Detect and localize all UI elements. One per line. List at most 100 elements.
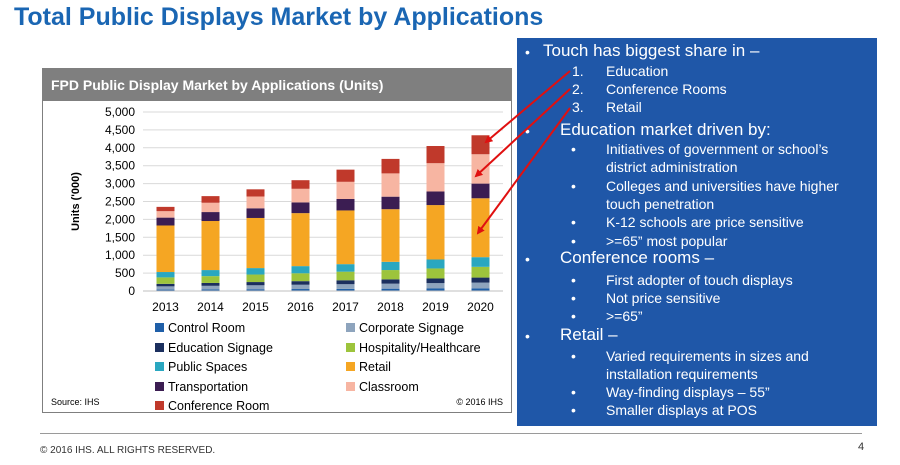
bar-segment	[246, 189, 265, 197]
bar-segment	[426, 163, 445, 192]
bar-segment	[426, 278, 445, 284]
bar-segment	[291, 289, 310, 291]
bar-segment	[426, 268, 445, 279]
bar-segment	[201, 282, 220, 286]
page-number: 4	[858, 441, 865, 453]
bar-segment	[336, 280, 355, 285]
y-tick-label: 5,000	[105, 105, 135, 119]
bar-segment	[246, 208, 265, 218]
education-heading: Education market driven by:	[560, 120, 771, 139]
touch-heading: Touch has biggest share in –	[543, 41, 760, 60]
bar-segment	[336, 264, 355, 272]
bar-segment	[381, 279, 400, 284]
education-item: K-12 schools are price sensitive	[606, 214, 804, 230]
bar-segment	[471, 266, 490, 278]
retail-item: installation requirements	[606, 366, 758, 382]
bullet: •	[571, 178, 576, 194]
bar-segment	[156, 272, 175, 278]
bar-segment	[246, 217, 265, 269]
y-tick-label: 1,500	[105, 230, 135, 244]
legend-item: Public Spaces	[155, 360, 247, 374]
legend-item: Corporate Signage	[346, 321, 464, 335]
x-tick-label: 2016	[287, 300, 314, 314]
y-tick-label: 500	[115, 266, 135, 280]
bar-segment	[291, 202, 310, 214]
footer-copyright: © 2016 IHS. ALL RIGHTS RESERVED.	[40, 445, 216, 456]
bar-segment	[336, 210, 355, 265]
bar-segment	[426, 283, 445, 289]
bar-segment	[336, 271, 355, 281]
bullet: •	[525, 123, 530, 139]
bar-segment	[426, 146, 445, 164]
retail-item: Smaller displays at POS	[606, 402, 757, 418]
bar-segment	[381, 158, 400, 174]
bullet: •	[571, 290, 576, 306]
bar-segment	[201, 270, 220, 277]
page-title: Total Public Displays Market by Applicat…	[14, 3, 544, 31]
chart-source: Source: IHS	[51, 397, 100, 407]
touch-item-conference: Conference Rooms	[606, 81, 727, 97]
bar-segment	[201, 285, 220, 290]
y-tick-label: 1,000	[105, 248, 135, 262]
bar-segment	[381, 173, 400, 197]
x-tick-label: 2019	[422, 300, 449, 314]
bar-segment	[471, 135, 490, 155]
bar-segment	[471, 288, 490, 291]
y-tick-label: 3,000	[105, 177, 135, 191]
education-item: >=65” most popular	[606, 233, 728, 249]
x-tick-label: 2013	[152, 300, 179, 314]
conference-item: >=65”	[606, 308, 643, 324]
bar-segment	[291, 213, 310, 267]
bar-segment	[381, 288, 400, 291]
bar-segment	[246, 289, 265, 291]
bullet: •	[525, 328, 530, 344]
bullet: •	[571, 384, 576, 400]
legend-swatch	[155, 381, 164, 391]
bar-segment	[246, 196, 265, 209]
bar-segment	[471, 282, 490, 289]
retail-heading: Retail –	[560, 325, 618, 344]
bar-segment	[426, 288, 445, 291]
bar-segment	[246, 274, 265, 283]
legend-item: Conference Room	[155, 399, 269, 413]
y-tick-label: 2,000	[105, 212, 135, 226]
bar-segment	[471, 154, 490, 184]
bar-segment	[156, 217, 175, 226]
footer-divider	[40, 433, 862, 434]
legend-swatch	[155, 401, 164, 410]
legend-item: Retail	[346, 360, 391, 374]
bar-segment	[156, 277, 175, 284]
bar-segment	[156, 283, 175, 287]
legend-item: Hospitality/Healthcare	[346, 341, 481, 355]
touch-item-num: 2.	[572, 81, 584, 97]
education-item: Initiatives of government or school’s	[606, 141, 829, 157]
legend-swatch	[346, 362, 355, 371]
bar-segment	[201, 212, 220, 222]
y-tick-label: 4,000	[105, 141, 135, 155]
bar-segment	[246, 285, 265, 290]
education-item: district administration	[606, 159, 738, 175]
y-axis-label: Units ('000)	[70, 172, 82, 231]
legend-label: Conference Room	[168, 399, 270, 413]
bullet: •	[571, 402, 576, 418]
bar-segment	[381, 270, 400, 280]
legend-label: Control Room	[168, 321, 246, 335]
x-tick-label: 2014	[197, 300, 224, 314]
legend-label: Transportation	[168, 379, 249, 394]
touch-item-num: 3.	[572, 99, 584, 115]
bar-segment	[246, 268, 265, 275]
bar-segment	[201, 276, 220, 283]
legend-swatch	[346, 381, 355, 391]
legend-item: Education Signage	[155, 341, 273, 355]
legend-label: Corporate Signage	[359, 321, 464, 335]
education-item: touch penetration	[606, 196, 715, 212]
bar-segment	[471, 183, 490, 199]
legend-label: Classroom	[359, 379, 419, 394]
education-item: Colleges and universities have higher	[606, 178, 839, 194]
bar-segment	[246, 282, 265, 286]
bar-segment	[201, 221, 220, 271]
bar-segment	[291, 281, 310, 285]
bar-segment	[336, 198, 355, 211]
bar-segment	[381, 283, 400, 289]
bar-segment	[381, 196, 400, 210]
